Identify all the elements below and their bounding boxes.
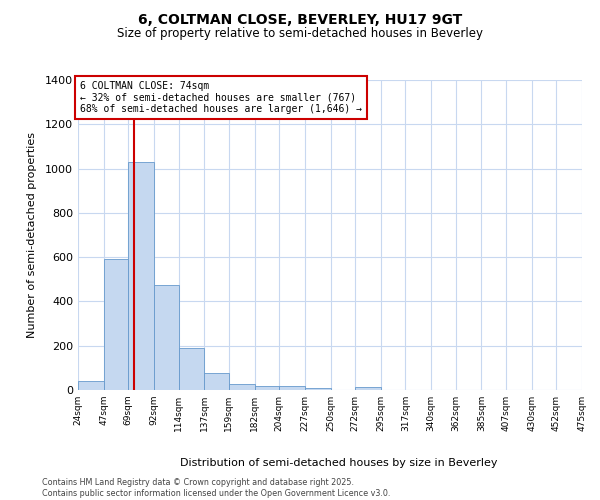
Text: 6, COLTMAN CLOSE, BEVERLEY, HU17 9GT: 6, COLTMAN CLOSE, BEVERLEY, HU17 9GT xyxy=(138,12,462,26)
Text: Distribution of semi-detached houses by size in Beverley: Distribution of semi-detached houses by … xyxy=(180,458,498,468)
Bar xyxy=(104,260,128,390)
Bar xyxy=(78,381,104,390)
Bar xyxy=(305,388,331,390)
Bar xyxy=(154,285,179,390)
Bar xyxy=(204,374,229,390)
Bar xyxy=(229,384,254,390)
Text: Contains HM Land Registry data © Crown copyright and database right 2025.
Contai: Contains HM Land Registry data © Crown c… xyxy=(42,478,391,498)
Bar xyxy=(355,386,381,390)
Y-axis label: Number of semi-detached properties: Number of semi-detached properties xyxy=(26,132,37,338)
Text: 6 COLTMAN CLOSE: 74sqm
← 32% of semi-detached houses are smaller (767)
68% of se: 6 COLTMAN CLOSE: 74sqm ← 32% of semi-det… xyxy=(80,81,362,114)
Text: Size of property relative to semi-detached houses in Beverley: Size of property relative to semi-detach… xyxy=(117,28,483,40)
Bar xyxy=(279,386,305,390)
Bar xyxy=(128,162,154,390)
Bar xyxy=(254,386,279,390)
Bar xyxy=(179,348,204,390)
